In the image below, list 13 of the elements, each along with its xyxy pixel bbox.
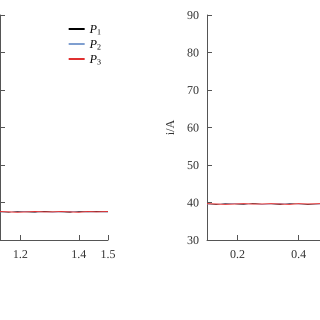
x-tick-label: 0.2 bbox=[230, 247, 246, 261]
y-tick-label: 40 bbox=[187, 196, 199, 210]
y-tick-label: 30 bbox=[187, 233, 199, 247]
x-tick-label: 0.4 bbox=[291, 247, 306, 261]
y-tick-label: 80 bbox=[187, 46, 199, 60]
y-tick-label: 70 bbox=[187, 83, 199, 97]
y-axis-title: i/A bbox=[163, 120, 178, 136]
y-tick-label: 60 bbox=[187, 120, 199, 134]
y-tick-label: 50 bbox=[187, 158, 199, 172]
y-tick-label: 90 bbox=[187, 8, 199, 22]
x-tick-label: 1.2 bbox=[12, 247, 28, 261]
x-tick-label: 1.5 bbox=[100, 247, 116, 261]
x-tick-label: 1.4 bbox=[71, 247, 86, 261]
